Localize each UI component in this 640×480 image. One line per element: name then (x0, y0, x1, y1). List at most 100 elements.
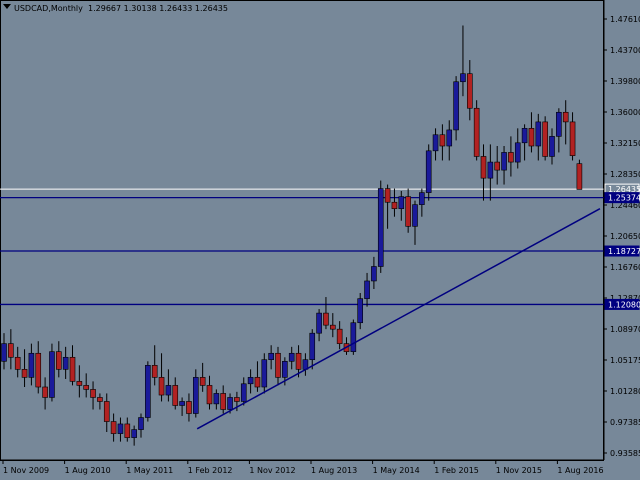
bear-candle (439, 134, 446, 147)
price-tick-label: 1.36000 (610, 108, 640, 117)
bull-candle (261, 359, 268, 388)
bull-candle (549, 136, 555, 157)
bull-candle (514, 142, 521, 163)
bull-candle (316, 312, 322, 334)
bear-candle (206, 385, 213, 405)
bear-candle (76, 381, 83, 386)
bear-candle (186, 401, 192, 414)
bull-candle (453, 81, 459, 131)
bull-candle (371, 266, 377, 282)
bull-candle (412, 204, 418, 227)
level-price-tag-label: 1.12080 (608, 300, 640, 309)
bear-candle (466, 73, 473, 109)
bear-candle (480, 156, 487, 179)
bear-candle (569, 121, 576, 156)
bull-candle (268, 352, 274, 360)
bear-candle (405, 196, 411, 227)
bear-candle (295, 352, 302, 370)
horizontal-levels[interactable] (0, 188, 604, 306)
time-tick-label: 1 Nov 2012 (249, 466, 295, 475)
bull-candle (425, 150, 432, 193)
current-price-tag-label: 1.26435 (608, 185, 640, 194)
bull-candle (446, 129, 453, 147)
chart-header: USDCAD,Monthly 1.29667 1.30138 1.26433 1… (3, 4, 228, 13)
bull-candle (364, 280, 370, 299)
price-tick-label: 1.39800 (610, 77, 640, 86)
bear-candle (508, 152, 514, 163)
bear-candle (562, 111, 569, 123)
symbol-label: USDCAD,Monthly (14, 4, 83, 13)
bull-candle (501, 152, 507, 171)
bull-candle (145, 365, 151, 418)
bull-candle (165, 385, 172, 396)
bull-candle (535, 121, 542, 147)
bull-candle (247, 377, 254, 385)
bear-candle (384, 188, 391, 203)
bear-candle (254, 377, 261, 388)
bear-candle (83, 385, 89, 390)
time-tick-label: 1 May 2014 (373, 466, 420, 475)
price-axis-bg (604, 0, 640, 480)
bull-candle (131, 429, 137, 438)
bull-candle (193, 377, 199, 414)
trendline-group[interactable] (196, 208, 601, 430)
level-price-tag-label: 1.18727 (608, 247, 640, 256)
bear-candle (21, 369, 28, 378)
price-tick-label: 1.43700 (610, 46, 640, 55)
bull-candle (350, 322, 357, 352)
bull-candle (357, 298, 364, 324)
bull-candle (282, 360, 288, 378)
bull-candle (432, 134, 439, 152)
bear-candle (69, 356, 76, 382)
candles (1, 25, 583, 446)
price-tick-label: 0.97385 (610, 418, 640, 427)
triangle-down-icon[interactable] (3, 4, 11, 9)
bear-candle (576, 163, 583, 190)
time-tick-label: 1 May 2011 (126, 466, 173, 475)
price-tick-label: 1.08970 (610, 325, 640, 334)
bear-candle (323, 312, 329, 326)
bull-candle (117, 423, 124, 434)
bull-candle (227, 397, 233, 410)
level-price-tag (604, 192, 640, 204)
time-axis: 1 Nov 2009 1 Aug 2010 1 May 2011 1 Feb 2012… (0, 459, 604, 475)
bull-candle (179, 401, 185, 406)
time-tick-label: 1 Feb 2012 (188, 466, 233, 475)
bear-candle (103, 401, 110, 422)
price-tick-label: 1.32150 (610, 139, 640, 148)
trendline[interactable] (196, 208, 601, 430)
bear-candle (42, 386, 48, 398)
bull-candle (419, 192, 425, 205)
bear-candle (199, 377, 206, 386)
price-tick-label: 1.24460 (610, 201, 640, 210)
bull-candle (138, 417, 144, 430)
bull-candle (288, 352, 295, 362)
price-tick-label: 1.16760 (610, 263, 640, 272)
bear-candle (97, 397, 103, 402)
bear-candle (35, 352, 42, 388)
price-tick-label: 1.47610 (610, 15, 640, 24)
bull-candle (213, 393, 220, 405)
time-tick-label: 1 Nov 2009 (3, 466, 49, 475)
bull-candle (28, 352, 35, 378)
time-tick-label: 1 Aug 2013 (311, 466, 357, 475)
bull-candle (556, 111, 562, 137)
bear-candle (124, 423, 131, 438)
bull-candle (377, 188, 384, 267)
bull-candle (398, 196, 405, 209)
price-tick-label: 1.20650 (610, 232, 640, 241)
price-axis: 1.47610 1.43700 1.39800 1.36000 1.32150 1.283… (603, 0, 640, 480)
bear-candle (234, 397, 240, 402)
bear-candle (55, 351, 62, 370)
bear-candle (110, 421, 117, 434)
bear-candle (494, 161, 501, 171)
level-price-tag (604, 245, 640, 257)
bear-candle (329, 324, 336, 330)
time-tick-label: 1 Feb 2015 (434, 466, 479, 475)
bear-candle (542, 121, 548, 157)
bear-candle (172, 385, 179, 406)
time-tick-label: 1 Aug 2010 (65, 466, 111, 475)
